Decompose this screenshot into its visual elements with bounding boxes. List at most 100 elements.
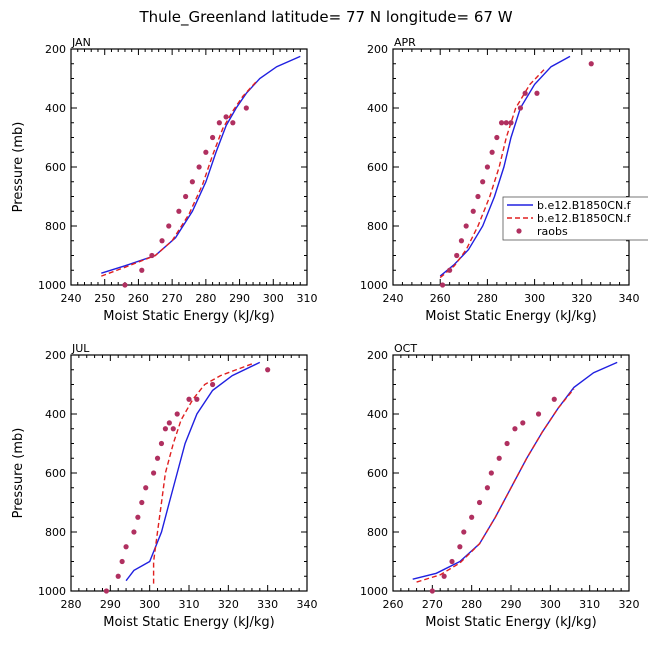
y-tick-label: 400 xyxy=(45,102,66,115)
x-tick-label: 310 xyxy=(579,598,600,611)
raobs-point xyxy=(230,120,236,126)
y-tick-label: 1000 xyxy=(38,585,66,598)
x-tick-label: 280 xyxy=(61,598,82,611)
raobs-point xyxy=(503,120,509,126)
model-line-dashed xyxy=(152,363,253,584)
x-tick-label: 310 xyxy=(179,598,200,611)
x-tick-label: 280 xyxy=(195,292,216,305)
x-tick-label: 290 xyxy=(229,292,250,305)
panel-jan: JAN 240 250 260 270 280 290 300 310 200 400 600 800 1… xyxy=(11,36,318,324)
panels: JAN 240 250 260 270 280 290 300 310 200 400 600 800 1… xyxy=(11,36,648,630)
y-tick-label: 200 xyxy=(45,43,66,56)
legend-label: b.e12.B1850CN.f xyxy=(537,199,632,212)
plot-frame xyxy=(70,354,308,592)
model-line-solid xyxy=(125,361,261,582)
y-tick-label: 400 xyxy=(367,102,388,115)
raobs-point xyxy=(210,381,216,388)
raobs-point xyxy=(166,223,172,229)
plot-frame xyxy=(392,354,630,592)
y-tick-label: 800 xyxy=(45,526,66,539)
raobs-point xyxy=(463,223,469,229)
figure-title: Thule_Greenland latitude= 77 N longitude… xyxy=(138,8,512,27)
raobs-point xyxy=(480,179,486,185)
x-tick-label: 260 xyxy=(430,292,451,305)
legend-label: raobs xyxy=(537,225,568,238)
raobs-point xyxy=(151,470,157,476)
raobs-point xyxy=(439,282,446,288)
raobs-point xyxy=(186,396,192,402)
x-tick-label: 270 xyxy=(422,598,443,611)
x-tick-label: 250 xyxy=(94,292,115,305)
x-tick-label: 270 xyxy=(162,292,183,305)
y-tick-label: 600 xyxy=(45,161,66,174)
y-tick-label: 600 xyxy=(45,467,66,480)
x-tick-label: 280 xyxy=(461,598,482,611)
raobs-point xyxy=(265,367,271,373)
y-tick-label: 1000 xyxy=(38,279,66,292)
raobs-point xyxy=(534,90,540,96)
raobs-point xyxy=(522,90,528,96)
raobs-point xyxy=(139,267,145,273)
x-axis-title: Moist Static Energy (kJ/kg) xyxy=(425,615,596,630)
x-tick-label: 310 xyxy=(297,292,318,305)
x-tick-label: 320 xyxy=(571,292,592,305)
raobs-point xyxy=(489,149,495,155)
x-tick-label: 240 xyxy=(61,292,82,305)
panel-jul: JUL 280 290 300 310 320 330 340 200 400 600 800 1000… xyxy=(11,342,318,630)
x-axis-title: Moist Static Energy (kJ/kg) xyxy=(103,309,274,324)
raobs-point xyxy=(170,426,176,432)
raobs-point xyxy=(194,396,200,402)
raobs-point xyxy=(143,485,149,491)
raobs-point xyxy=(216,120,222,126)
x-axis-title: Moist Static Energy (kJ/kg) xyxy=(425,309,596,324)
y-tick-label: 800 xyxy=(367,526,388,539)
raobs-markers xyxy=(439,61,594,288)
model-line-solid xyxy=(101,55,301,274)
raobs-markers xyxy=(103,367,271,594)
raobs-point xyxy=(174,411,180,417)
x-tick-label: 290 xyxy=(100,598,121,611)
raobs-point xyxy=(243,105,249,111)
raobs-markers xyxy=(429,396,557,594)
x-tick-label: 280 xyxy=(477,292,498,305)
model-line-dashed xyxy=(101,81,257,277)
raobs-point xyxy=(189,179,195,185)
x-tick-label: 240 xyxy=(383,292,404,305)
y-tick-label: 200 xyxy=(367,349,388,362)
raobs-point xyxy=(166,420,172,426)
panel-label: OCT xyxy=(394,342,417,355)
x-tick-label: 320 xyxy=(619,598,640,611)
raobs-point xyxy=(115,573,121,579)
raobs-point xyxy=(504,440,510,447)
y-tick-label: 800 xyxy=(45,220,66,233)
y-tick-label: 1000 xyxy=(360,585,388,598)
plot-frame xyxy=(70,48,308,286)
x-tick-label: 260 xyxy=(383,598,404,611)
y-tick-label: 400 xyxy=(367,408,388,421)
raobs-point xyxy=(469,514,475,520)
raobs-point xyxy=(457,544,463,550)
raobs-point xyxy=(488,470,494,476)
raobs-point xyxy=(223,114,229,120)
x-tick-label: 340 xyxy=(619,292,640,305)
model-line-dashed xyxy=(439,69,545,279)
legend-label: b.e12.B1850CN.f xyxy=(537,212,632,225)
raobs-point xyxy=(461,529,467,535)
plot-frame xyxy=(392,48,630,286)
y-tick-label: 200 xyxy=(45,349,66,362)
raobs-point xyxy=(441,573,447,579)
raobs-point xyxy=(196,164,202,170)
y-tick-label: 1000 xyxy=(360,279,388,292)
raobs-point xyxy=(517,105,524,111)
x-tick-label: 330 xyxy=(257,598,278,611)
y-tick-label: 600 xyxy=(367,161,388,174)
panel-label: JUL xyxy=(71,342,90,355)
raobs-point xyxy=(476,499,483,506)
raobs-point xyxy=(154,455,161,461)
legend-marker xyxy=(516,228,522,234)
raobs-point xyxy=(203,149,209,155)
x-tick-label: 300 xyxy=(139,598,160,611)
raobs-point xyxy=(470,208,476,214)
x-tick-label: 290 xyxy=(501,598,522,611)
